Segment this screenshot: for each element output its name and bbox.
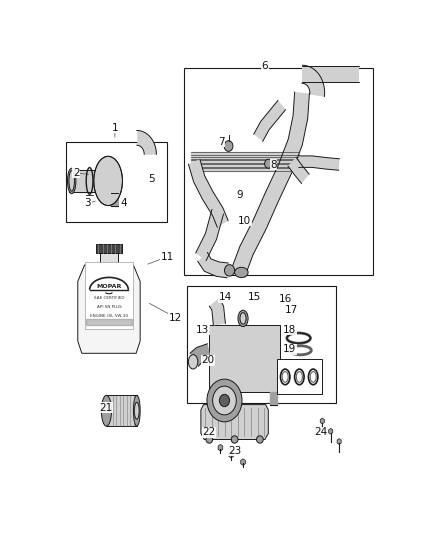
Bar xyxy=(96,244,122,253)
Polygon shape xyxy=(320,418,324,424)
Text: 4: 4 xyxy=(120,198,127,208)
Polygon shape xyxy=(328,429,333,434)
Polygon shape xyxy=(288,157,309,183)
Circle shape xyxy=(224,141,233,151)
Text: 8: 8 xyxy=(270,159,277,169)
Polygon shape xyxy=(231,92,309,277)
Text: 6: 6 xyxy=(261,61,268,71)
Ellipse shape xyxy=(238,310,248,327)
Ellipse shape xyxy=(224,265,235,276)
Text: 14: 14 xyxy=(219,292,232,302)
Bar xyxy=(277,359,322,394)
Text: 23: 23 xyxy=(228,446,241,456)
Bar xyxy=(85,262,134,329)
Ellipse shape xyxy=(235,268,248,278)
Circle shape xyxy=(213,386,236,415)
Text: 13: 13 xyxy=(196,325,209,335)
Text: API SN PLUS: API SN PLUS xyxy=(97,305,121,309)
Polygon shape xyxy=(209,298,226,326)
Text: 24: 24 xyxy=(314,427,327,437)
Bar xyxy=(99,253,118,265)
Ellipse shape xyxy=(188,354,198,369)
Polygon shape xyxy=(229,451,233,458)
Text: MOPAR: MOPAR xyxy=(96,284,122,288)
Ellipse shape xyxy=(101,395,112,426)
Polygon shape xyxy=(198,253,229,278)
Polygon shape xyxy=(254,100,286,141)
Bar xyxy=(184,68,373,276)
Bar xyxy=(209,325,280,392)
Text: 19: 19 xyxy=(283,344,296,354)
Circle shape xyxy=(207,379,242,422)
Polygon shape xyxy=(196,209,223,261)
Text: 20: 20 xyxy=(201,356,214,365)
Ellipse shape xyxy=(67,168,76,193)
Text: 3: 3 xyxy=(85,198,91,208)
Ellipse shape xyxy=(69,171,74,191)
Ellipse shape xyxy=(257,436,263,443)
Polygon shape xyxy=(218,445,223,451)
Polygon shape xyxy=(302,65,325,96)
Polygon shape xyxy=(337,439,341,445)
Text: 16: 16 xyxy=(279,294,292,304)
Text: 17: 17 xyxy=(285,305,299,315)
Text: 15: 15 xyxy=(248,292,261,302)
Text: 11: 11 xyxy=(160,252,174,262)
Text: 18: 18 xyxy=(283,325,296,335)
Ellipse shape xyxy=(240,313,246,324)
Circle shape xyxy=(219,394,230,407)
Text: SAE CERTIFIED: SAE CERTIFIED xyxy=(94,296,124,301)
Bar xyxy=(66,142,167,222)
Text: 12: 12 xyxy=(169,312,182,322)
Ellipse shape xyxy=(94,156,123,206)
Polygon shape xyxy=(241,459,245,465)
Text: 7: 7 xyxy=(218,137,224,147)
Polygon shape xyxy=(78,265,140,353)
Text: 9: 9 xyxy=(237,190,243,200)
Polygon shape xyxy=(299,156,339,170)
Polygon shape xyxy=(302,66,359,83)
Polygon shape xyxy=(188,159,228,227)
Text: 1: 1 xyxy=(112,123,118,133)
Polygon shape xyxy=(190,344,211,366)
Circle shape xyxy=(265,159,272,168)
Ellipse shape xyxy=(134,402,139,419)
Ellipse shape xyxy=(134,395,140,426)
Bar xyxy=(106,395,137,426)
Ellipse shape xyxy=(206,436,213,443)
Text: 5: 5 xyxy=(148,174,155,184)
Text: 10: 10 xyxy=(238,216,251,226)
Text: 2: 2 xyxy=(73,168,79,177)
Ellipse shape xyxy=(231,436,238,443)
Polygon shape xyxy=(201,405,268,440)
Text: 22: 22 xyxy=(203,427,216,437)
Text: ENGINE OIL 5W-30: ENGINE OIL 5W-30 xyxy=(90,314,128,318)
Bar xyxy=(187,286,336,402)
Text: 21: 21 xyxy=(99,403,113,413)
